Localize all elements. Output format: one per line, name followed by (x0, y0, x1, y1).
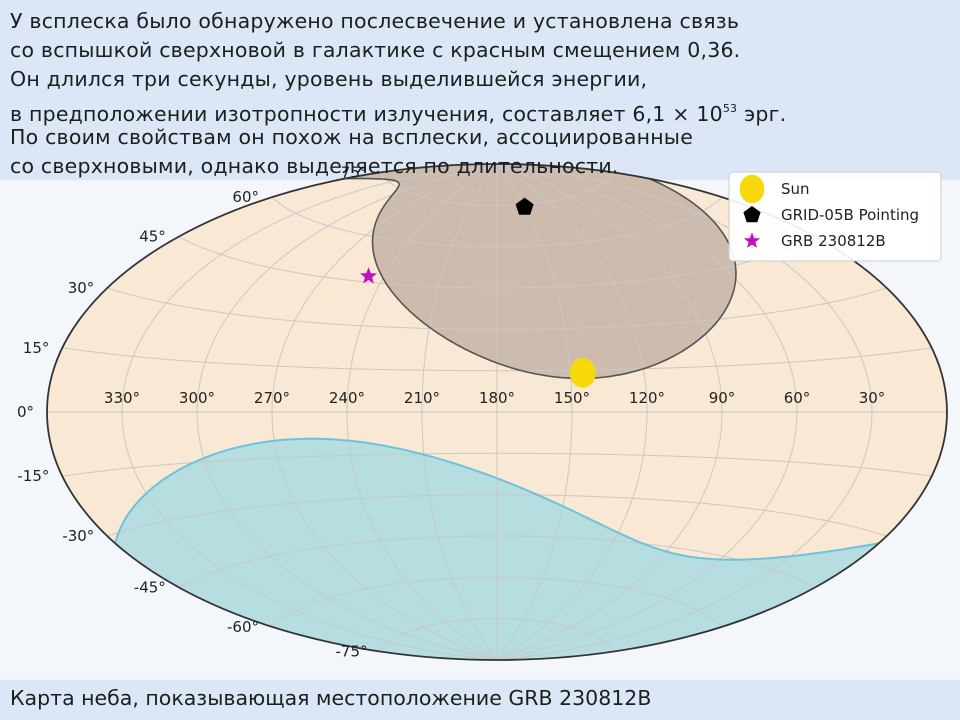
latitude-tick-label: 15° (23, 339, 50, 357)
longitude-tick-labels: 330° 300° 270° 240° 210° 180° 150° 120° 90° 60° 30… (104, 389, 885, 407)
longitude-tick-label: 210° (404, 389, 440, 407)
latitude-tick-label: 45° (139, 228, 166, 246)
parallel-line (271, 196, 723, 248)
description-text: У всплеска было обнаружено послесвечение… (10, 7, 950, 181)
latitude-tick-label: -75° (336, 643, 368, 661)
latitude-tick-label: 30° (68, 279, 95, 297)
description-line: Он длился три секунды, уровень выделивше… (10, 67, 648, 91)
parallel-line (178, 535, 816, 588)
caption-text: Карта неба, показывающая местоположение … (10, 686, 652, 710)
sky-border (46, 163, 948, 661)
description-panel: У всплеска было обнаружено послесвечение… (0, 0, 960, 180)
longitude-tick-label: 90° (709, 389, 736, 407)
legend-label: GRID-05B Pointing (781, 206, 919, 224)
longitude-tick-label: 150° (554, 389, 590, 407)
latitude-tick-label: -45° (134, 578, 166, 596)
description-line: У всплеска было обнаружено послесвечение… (10, 9, 740, 33)
sun-marker (739, 174, 765, 204)
description-line: со сверхновыми, однако выделяется по дли… (10, 154, 619, 178)
graticule (47, 163, 947, 661)
longitude-tick-label: 270° (254, 389, 290, 407)
parallel-line (62, 347, 932, 372)
parallel-line (62, 452, 932, 477)
markers (360, 197, 596, 388)
latitude-tick-label: -60° (227, 618, 259, 636)
parallel-line (380, 618, 614, 652)
longitude-tick-label: 330° (104, 389, 140, 407)
longitude-tick-label: 60° (784, 389, 811, 407)
latitude-tick-label: 60° (232, 188, 259, 206)
parallel-line (380, 172, 614, 206)
longitude-tick-label: 300° (179, 389, 215, 407)
latitude-tick-label: 75° (341, 164, 368, 182)
latitude-tick-label: -30° (62, 527, 94, 545)
energy-unit: эрг. (737, 102, 787, 126)
grid-05b-pointing-marker (743, 206, 761, 223)
sky-map-chart: 330° 300° 270° 240° 210° 180° 150° 120° 90° 60° 30… (17, 163, 948, 661)
description-line: в предположении изотропности излучения, … (10, 94, 950, 126)
longitude-tick-label: 180° (479, 389, 515, 407)
grb-230812b-marker (360, 267, 378, 284)
latitude-tick-label: -15° (17, 467, 49, 485)
legend-label: Sun (781, 180, 810, 198)
legend-box (728, 171, 942, 262)
parallel-line (178, 236, 816, 289)
legend: Sun GRID-05B Pointing GRB 230812B (728, 171, 942, 262)
caption-bar: Карта неба, показывающая местоположение … (0, 680, 960, 720)
longitude-tick-label: 120° (629, 389, 665, 407)
latitude-tick-label: 0° (17, 403, 34, 421)
latitude-tick-labels: 75° 60° 45° 30° 15° 0° -15° -30° -45° -60° -75° (17, 164, 368, 661)
parallel-line (107, 494, 887, 537)
description-line: со вспышкой сверхновой в галактике с кра… (10, 38, 741, 62)
sun-marker (569, 357, 596, 388)
energy-exponent: 53 (722, 102, 738, 115)
energy-line-text: в предположении изотропности излучения, … (10, 102, 723, 126)
legend-label: GRB 230812B (781, 232, 886, 250)
occulted-region-edge (344, 177, 737, 380)
galactic-region-edge (114, 437, 879, 561)
longitude-tick-label: 30° (859, 389, 886, 407)
description-line: По своим свойствам он похож на всплески,… (10, 125, 694, 149)
parallel-line (271, 576, 723, 628)
grb-230812b-marker (743, 232, 761, 248)
grid-05b-pointing-marker (515, 197, 534, 215)
parallel-line (107, 287, 887, 330)
longitude-tick-label: 240° (329, 389, 365, 407)
